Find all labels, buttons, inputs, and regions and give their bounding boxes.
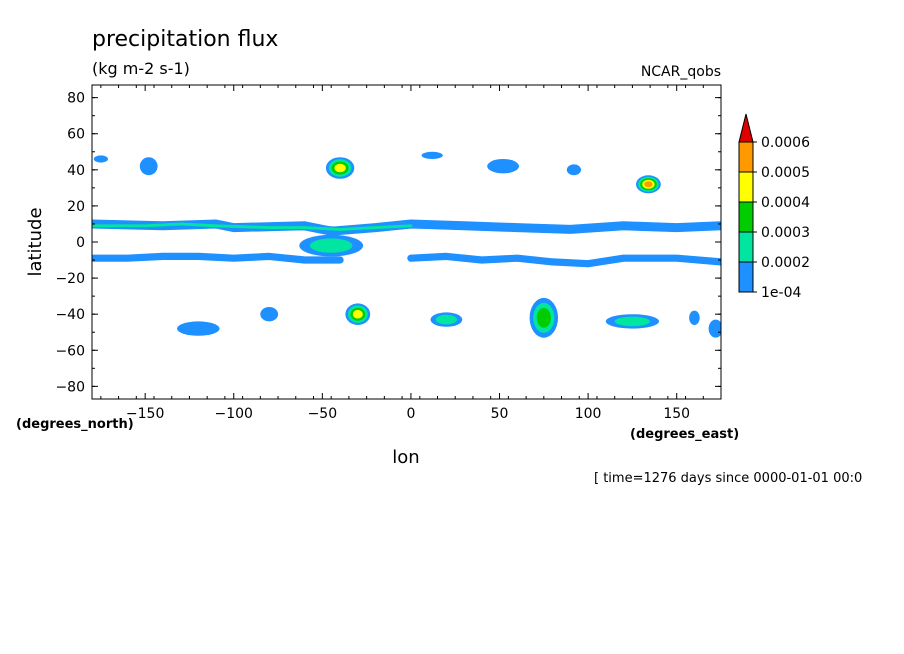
colorbar-label: 1e-04 [761,285,801,301]
precip-contour-level-3 [536,307,551,328]
precip-contour-level-1 [260,307,279,322]
y-tick-label: −60 [55,343,85,359]
precip-feature-5 [636,175,661,194]
y-tick-label: −40 [55,307,85,323]
colorbar-swatch [738,261,754,293]
y-tick-label: 80 [67,91,85,107]
y-tick-label: 20 [67,199,85,215]
precip-contour-level-1 [177,321,220,336]
precip-feature-1 [92,221,414,233]
precip-feature-13 [139,157,158,176]
precip-contour-level-1 [421,151,443,159]
chart-subtitle: (kg m-2 s-1) [92,59,190,78]
precip-feature-19 [708,319,721,338]
precip-contour-level-1 [407,252,721,268]
precip-feature-9 [605,314,660,329]
precip-contour-level-5 [644,181,653,188]
precip-contour-level-2 [614,316,651,327]
data-layer [92,151,721,338]
colorbar-label: 0.0005 [761,165,810,181]
y-tick-label: 60 [67,127,85,143]
precip-contour-level-4 [352,309,363,319]
precip-feature-12 [177,321,220,336]
colorbar-label: 0.0006 [761,135,810,151]
time-note: [ time=1276 days since 0000-01-01 00:0 [594,471,862,486]
y-tick-label: −20 [55,271,85,287]
precip-contour-level-2 [309,238,353,253]
y-tick-label: 0 [76,235,85,251]
x-tick-label: 0 [406,406,415,422]
precip-feature-14 [93,155,108,163]
y-tick-label: 40 [67,163,85,179]
precip-feature-18 [689,310,700,325]
precip-contour-level-1 [566,164,582,176]
precip-contour-level-1 [92,252,344,264]
x-tick-label: −150 [126,406,164,422]
colorbar-swatch [738,141,754,173]
precip-contour-level-2 [92,222,413,231]
y-axis-units: (degrees_north) [16,417,134,432]
x-tick-label: 100 [575,406,602,422]
precip-feature-11 [260,307,279,322]
precip-feature-4 [325,157,355,179]
precip-contour-level-1 [139,157,158,176]
x-tick-label: −100 [215,406,253,422]
precip-feature-2 [92,252,344,264]
precip-contour-level-1 [689,310,700,325]
colorbar-label: 0.0003 [761,225,810,241]
axis-ticks: −150 −100 −50 0 50 100 150 80 60 40 20 0 −20 −40 −60 −8… [55,85,722,422]
x-axis-units: (degrees_east) [630,427,739,442]
precip-contour-level-1 [708,319,721,338]
x-tick-label: −50 [308,406,338,422]
precip-feature-16 [487,159,519,174]
precip-contour-level-4 [334,163,346,173]
precip-feature-6 [345,303,371,326]
x-tick-label: 50 [491,406,509,422]
colorbar-label: 0.0002 [761,255,810,271]
colorbar-label: 0.0004 [761,195,810,211]
chart-title: precipitation flux [92,27,278,52]
colorbar-swatch [738,231,754,263]
precip-contour-level-1 [487,159,519,174]
precip-feature-15 [421,151,443,159]
colorbar-swatch [738,171,754,203]
precip-feature-3 [407,252,721,268]
y-tick-label: −80 [55,379,85,395]
colorbar-swatch [738,201,754,233]
precip-feature-7 [299,234,364,257]
precip-contour-level-2 [435,314,457,325]
colorbar-extend-arrow [738,113,754,143]
y-axis-label: latitude [25,207,46,276]
colorbar: 1e-04 0.0002 0.0003 0.0004 0.0005 0.0006 [738,113,810,301]
precip-feature-10 [430,312,463,327]
x-tick-label: 150 [663,406,690,422]
source-label: NCAR_qobs [641,64,721,80]
precip-feature-8 [529,297,558,338]
plot-frame [91,84,722,400]
precip-feature-17 [566,164,582,176]
x-axis-label: lon [392,447,419,468]
precip-contour-level-1 [93,155,108,163]
